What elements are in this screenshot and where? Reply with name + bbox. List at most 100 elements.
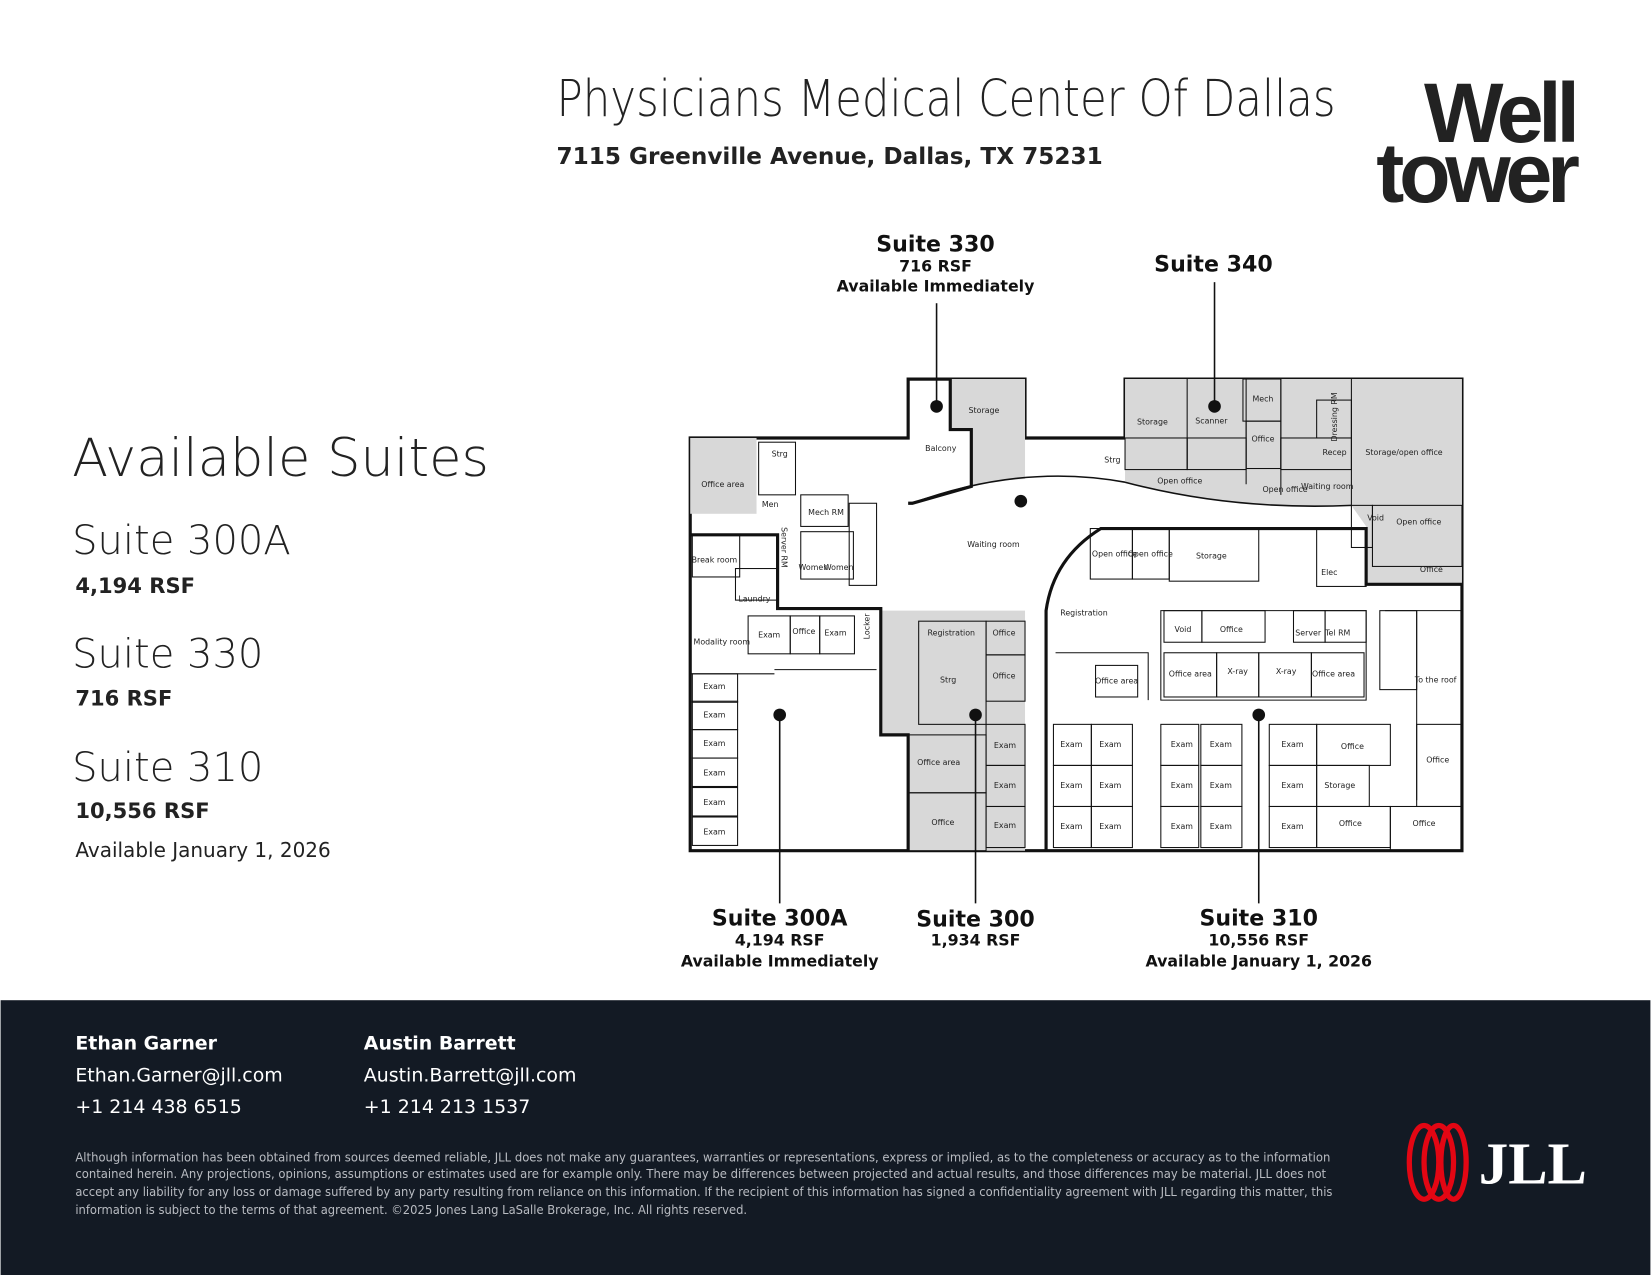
marker bbox=[1208, 400, 1221, 413]
room-label: Recep bbox=[1322, 448, 1346, 457]
callout-size: 1,934 RSF bbox=[931, 930, 1021, 949]
shade bbox=[1125, 379, 1462, 585]
room-label: Storage bbox=[1324, 781, 1355, 790]
room-label: Exam bbox=[1060, 740, 1082, 749]
callout-name: Suite 300A bbox=[712, 905, 848, 931]
room-outline bbox=[691, 757, 739, 788]
room-label: Break room bbox=[692, 556, 738, 565]
room-label: Exam bbox=[994, 781, 1016, 790]
suite-size: 10,556 RSF bbox=[75, 798, 209, 823]
room-label: Strg bbox=[772, 449, 788, 458]
room-label: Men bbox=[762, 500, 779, 509]
room-outline bbox=[800, 531, 854, 580]
room-label: Storage bbox=[969, 406, 1000, 415]
callout-size: 716 RSF bbox=[899, 257, 972, 276]
room-label: Tel RM bbox=[1324, 628, 1350, 637]
room-outline bbox=[691, 534, 741, 578]
room-outline bbox=[1310, 652, 1365, 698]
suite-name: Suite 300A bbox=[72, 518, 291, 564]
room-label: Office bbox=[1420, 565, 1443, 574]
room-outline bbox=[1201, 610, 1266, 643]
callout-size: 4,194 RSF bbox=[735, 930, 825, 949]
room-label: Exam bbox=[703, 710, 725, 719]
room-outline bbox=[1316, 528, 1367, 587]
room-outline bbox=[1379, 610, 1418, 691]
room-outline bbox=[691, 787, 739, 817]
room-label: Exam bbox=[1171, 781, 1193, 790]
room-label: Mech RM bbox=[808, 508, 844, 517]
marker bbox=[1014, 494, 1028, 508]
room-outline bbox=[758, 441, 797, 496]
room-label: Office bbox=[1220, 625, 1243, 634]
room-label: Exam bbox=[1210, 740, 1232, 749]
shade bbox=[950, 379, 1026, 487]
title: Physicians Medical Center Of Dallas bbox=[556, 69, 1335, 128]
room-label: Exam bbox=[1281, 822, 1303, 831]
suite-name: Suite 330 bbox=[72, 632, 263, 678]
room-outline bbox=[1095, 664, 1139, 698]
room-label: Scanner bbox=[1195, 417, 1228, 426]
room-label: Open office bbox=[1396, 518, 1441, 527]
jll-logo: JLL bbox=[1406, 1122, 1587, 1202]
callout-availability: Available Immediately bbox=[837, 277, 1035, 296]
room-outline bbox=[691, 816, 739, 846]
room-label: Locker bbox=[863, 613, 872, 640]
callout-name: Suite 330 bbox=[876, 232, 995, 258]
marker bbox=[773, 708, 787, 722]
disclaimer-line: accept any liability for any loss or dam… bbox=[75, 1185, 1332, 1199]
suite-size: 4,194 RSF bbox=[75, 573, 195, 598]
room-label: Laundry bbox=[738, 595, 770, 604]
disclaimer: Although information has been obtained f… bbox=[75, 1150, 1332, 1217]
room-label: Exam bbox=[703, 827, 725, 836]
room-label: Office area bbox=[1169, 669, 1212, 678]
brand-logo: Well bbox=[1424, 66, 1575, 160]
room-label: Exam bbox=[1099, 781, 1121, 790]
address: 7115 Greenville Avenue, Dallas, TX 75231 bbox=[556, 144, 1102, 170]
room-label: Void bbox=[1175, 625, 1192, 634]
floor-plan: Strg Office area Men Mech RM Balcony Storage S… bbox=[688, 282, 1464, 904]
room-label: Exam bbox=[1210, 822, 1232, 831]
room-label: Exam bbox=[1210, 781, 1232, 790]
room-label: Office area bbox=[917, 758, 960, 767]
room-label: Exam bbox=[1060, 781, 1082, 790]
callout-name: Suite 300 bbox=[916, 907, 1035, 933]
room-label: Women bbox=[824, 563, 854, 572]
room-outline bbox=[1242, 378, 1282, 422]
room-label: Exam bbox=[824, 628, 846, 637]
room-label: Office area bbox=[1095, 677, 1138, 686]
suite-size: 716 RSF bbox=[75, 685, 172, 710]
logo-ring bbox=[1421, 1122, 1457, 1202]
room-outline bbox=[985, 654, 1026, 702]
room-label: Exam bbox=[1099, 740, 1121, 749]
suite-name: Suite 310 bbox=[72, 745, 263, 791]
room-label: Server RM bbox=[779, 527, 788, 568]
room-outline bbox=[848, 502, 878, 586]
shade bbox=[690, 437, 757, 514]
footer bbox=[0, 1000, 1651, 1275]
marker bbox=[930, 400, 943, 413]
room-label: Exam bbox=[1281, 781, 1303, 790]
room-outline bbox=[691, 673, 739, 703]
room-label: Open office bbox=[1157, 477, 1202, 486]
room-label: Waiting room bbox=[1301, 482, 1353, 491]
room-label: Strg bbox=[1104, 456, 1120, 465]
room-label: Office bbox=[1251, 435, 1274, 444]
room-label: Exam bbox=[994, 741, 1016, 750]
disclaimer-line: information is subject to the terms of t… bbox=[75, 1203, 747, 1217]
room-label: Exam bbox=[703, 798, 725, 807]
room-label: Office bbox=[1339, 819, 1362, 828]
room-outline bbox=[1316, 399, 1352, 439]
room-label: Modality room bbox=[694, 638, 750, 647]
wall bbox=[912, 475, 1126, 505]
callout-name: Suite 340 bbox=[1154, 252, 1273, 278]
callout-name: Suite 310 bbox=[1199, 905, 1318, 931]
brand-logo: tower bbox=[1376, 126, 1579, 220]
room-label: Office bbox=[792, 627, 815, 636]
room-label: To the roof bbox=[1414, 676, 1457, 685]
room-outline bbox=[1168, 528, 1260, 582]
room-label: Void bbox=[1367, 514, 1384, 523]
room-outline bbox=[1371, 504, 1463, 567]
room-labels: Strg Office area Men Mech RM Balcony Storage S… bbox=[692, 392, 1457, 836]
contact-email: Ethan.Garner@jll.com bbox=[75, 1064, 282, 1086]
